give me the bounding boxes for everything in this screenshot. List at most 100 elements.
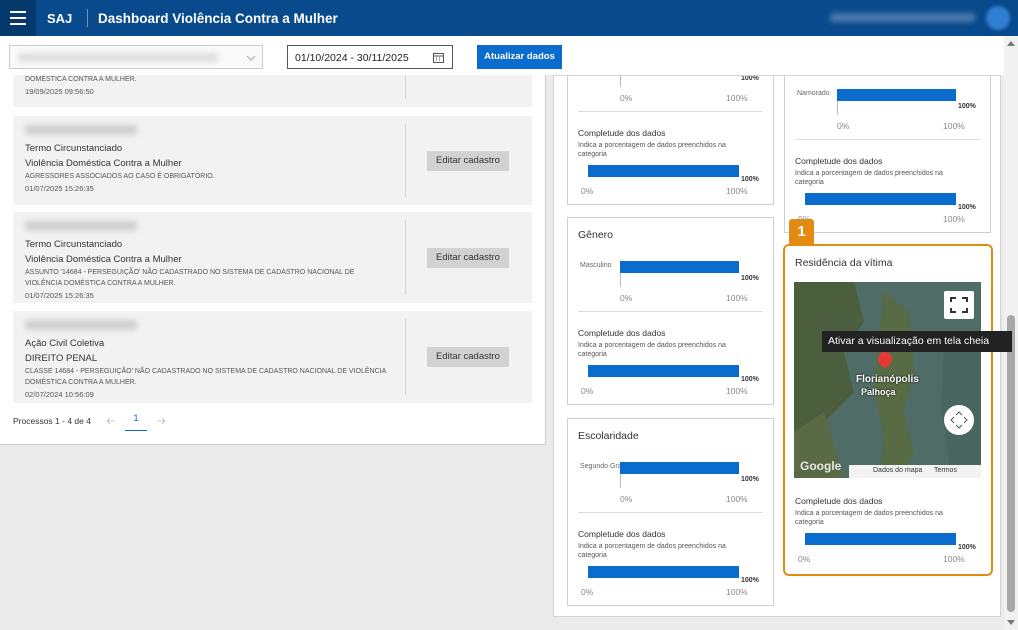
completeness-value: 100% (741, 577, 759, 584)
completeness-description: Indica a porcentagem de dados preenchido… (578, 342, 726, 358)
edit-button[interactable]: Editar cadastro (427, 150, 509, 171)
process-message: DOMÉSTICA CONTRA A MULHER. (25, 76, 137, 83)
process-date: 01/07/2025 15:26:35 (25, 184, 94, 193)
process-message: CLASSE 14684 - PERSEGUIÇÃO' NÃO CADASTRA… (25, 368, 387, 375)
terms-link[interactable]: Termos (934, 467, 957, 474)
scroll-up[interactable] (1007, 40, 1015, 46)
edit-button[interactable]: Editar cadastro (427, 347, 509, 367)
divider (405, 319, 406, 395)
bar (837, 89, 956, 101)
process-item: Termo Circunstanciado Violência Doméstica… (13, 212, 532, 303)
dashboard-panel: Mulher100%0%100%Completude dos dadosIndi… (553, 75, 1001, 617)
page-arrow[interactable] (156, 417, 166, 425)
map[interactable]: Florianópolis Palhoça Google Dados do mapa T… (794, 282, 981, 478)
header: SAJ Dashboard Violência Contra a Mulher (0, 0, 1018, 36)
menu-button[interactable] (0, 0, 36, 36)
process-line: Violência Doméstica Contra a Mulher (25, 158, 182, 169)
toolbar: 01/10/2024 - 30/11/2025 Atualizar dados (0, 36, 1004, 75)
axis-label: 0% (620, 93, 633, 103)
completeness-description: Indica a porcentagem de dados preenchido… (795, 170, 943, 186)
process-line: Violência Doméstica Contra a Mulher (25, 254, 182, 265)
zoom-control[interactable] (944, 405, 974, 435)
completeness-title: Completude dos dados (578, 328, 666, 338)
pagination-summary: Processos 1 - 4 de 4 (13, 416, 91, 426)
bar-value: 100% (741, 275, 759, 282)
axis-label: 100% (726, 93, 748, 103)
axis-label: 100% (943, 121, 965, 131)
scroll-down[interactable] (1007, 620, 1015, 626)
map-logo: Google (800, 459, 842, 473)
card: Namorado 100% 0% 100% Completude dos dados In… (784, 76, 991, 233)
page-arrow[interactable] (106, 417, 116, 425)
axis-label: 0% (581, 386, 594, 396)
card-title: Escolaridade (578, 430, 639, 442)
process-message: VIOLÊNCIA DOMÉSTICA CONTRA A MULHER. (25, 280, 176, 287)
date-range: 01/10/2024 - 30/11/2025 (295, 52, 409, 64)
bar-track (620, 462, 739, 488)
axis-label: 100% (943, 554, 965, 564)
chevron-icon (246, 55, 256, 61)
divider (405, 220, 406, 295)
card: Residência da vítima Florianópolis Palhoça… (783, 244, 993, 576)
card-title: Residência da vítima (795, 257, 893, 269)
completeness-value: 100% (741, 176, 759, 183)
axis-label: 0% (837, 121, 850, 131)
calendar-icon (433, 53, 444, 63)
completeness-bar (588, 566, 739, 578)
completeness-title: Completude dos dados (795, 156, 883, 166)
refresh-button[interactable]: Atualizar dados (477, 45, 562, 69)
bar-label: Namorado (797, 90, 830, 97)
bar-value: 100% (958, 103, 976, 110)
completeness-value: 100% (741, 376, 759, 383)
process-line: Termo Circunstanciado (25, 239, 123, 250)
axis-label: 100% (726, 494, 748, 504)
process-item: Ação Civil Coletiva DIREITO PENAL CLASSE 1… (13, 311, 532, 403)
bar (620, 261, 739, 273)
map-data-link[interactable]: Dados do mapa (873, 467, 923, 474)
edit-button[interactable]: Editar cadastro (427, 247, 509, 268)
process-date: 01/07/2025 15:26:35 (25, 291, 94, 300)
card: Mulher100%0%100%Completude dos dadosIndi… (567, 75, 774, 205)
card: Gênero Masculino 100% 0% 100% Completude dos … (567, 217, 774, 405)
completeness-description: Indica a porcentagem de dados preenchido… (578, 142, 726, 158)
process-id (25, 125, 137, 135)
avatar[interactable] (986, 6, 1010, 30)
callout-badge: 1 (789, 219, 814, 244)
completeness-bar (588, 165, 739, 177)
separator (578, 111, 763, 112)
divider (405, 124, 406, 197)
card-title: Gênero (578, 229, 614, 241)
page-number[interactable]: 1 (125, 413, 147, 431)
axis-label: 0% (581, 587, 594, 597)
map-footer: Dados do mapa Termos (849, 465, 981, 478)
axis-label: 0% (620, 494, 633, 504)
tooltip: Ativar a visualização em tela cheia (822, 331, 1012, 352)
completeness-description: Indica a porcentagem de dados preenchido… (578, 543, 726, 559)
bar-value: 100% (741, 75, 759, 82)
logo: SAJ (47, 11, 73, 26)
separator (795, 139, 980, 140)
process-list: DOMÉSTICA CONTRA A MULHER. 19/09/2025 09:… (0, 75, 546, 445)
select[interactable] (9, 45, 263, 69)
date-input[interactable]: 01/10/2024 - 30/11/2025 (287, 45, 453, 69)
fullscreen-button[interactable] (944, 291, 974, 319)
completeness-bar (805, 193, 956, 205)
bar-track (620, 261, 739, 287)
process-body: Ação Civil Coletiva DIREITO PENAL CLASSE 1… (25, 320, 405, 401)
axis-label: 100% (726, 587, 748, 597)
process-id (25, 320, 137, 330)
axis-label: 0% (581, 186, 594, 196)
separator (87, 9, 88, 27)
completeness-value: 100% (958, 544, 976, 551)
completeness-description: Indica a porcentagem de dados preenchido… (795, 510, 943, 526)
completeness-title: Completude dos dados (578, 529, 666, 539)
scroll-thumb[interactable] (1007, 315, 1015, 612)
bar-label: Masculino (580, 262, 612, 269)
process-id (25, 221, 137, 231)
process-item: Termo Circunstanciado Violência Doméstica… (13, 116, 532, 205)
completeness-title: Completude dos dados (578, 128, 666, 138)
move-icon (950, 411, 968, 429)
card: Escolaridade Segundo Grau 100% 0% 100% Comple… (567, 418, 774, 606)
process-item: DOMÉSTICA CONTRA A MULHER. 19/09/2025 09:… (13, 75, 532, 107)
